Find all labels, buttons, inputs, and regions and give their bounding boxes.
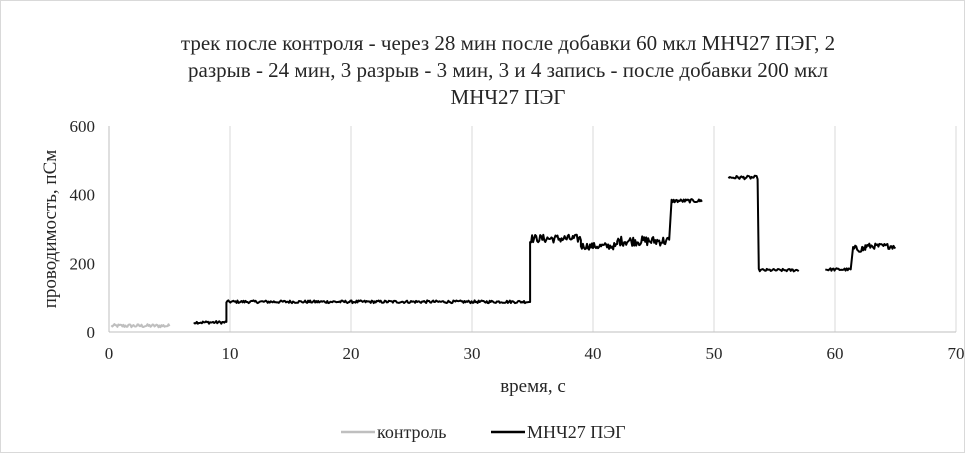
series xyxy=(110,174,897,329)
series-2-trace-2 xyxy=(727,174,800,273)
x-axis-title: время, с xyxy=(500,376,566,397)
x-tick-label-0: 0 xyxy=(105,344,114,363)
series-1-trace-1 xyxy=(110,323,171,329)
legend-item-1: контроль xyxy=(341,422,447,442)
y-tick-label-0: 0 xyxy=(87,323,96,342)
series-1 xyxy=(110,323,171,329)
chart-title-line-3: МНЧ27 ПЭГ xyxy=(451,85,566,109)
chart-title-line-1: трек после контроля - через 28 мин после… xyxy=(181,31,835,55)
legend-item-2: МНЧ27 ПЭГ xyxy=(491,422,626,442)
series-2 xyxy=(193,174,897,325)
legend-label-2: МНЧ27 ПЭГ xyxy=(527,422,626,442)
chart-title: трек после контроля - через 28 мин после… xyxy=(181,31,835,109)
x-tick-label-20: 20 xyxy=(343,344,360,363)
x-tick-label-30: 30 xyxy=(464,344,481,363)
legend-label-1: контроль xyxy=(377,422,447,442)
legend: контроль МНЧ27 ПЭГ xyxy=(341,422,626,442)
x-tick-label-10: 10 xyxy=(222,344,239,363)
chart-title-line-2: разрыв - 24 мин, 3 разрыв - 3 мин, 3 и 4… xyxy=(188,58,828,82)
x-tick-label-50: 50 xyxy=(706,344,723,363)
series-2-trace-3 xyxy=(825,242,897,272)
x-tick-labels: 0 10 20 30 40 50 60 70 xyxy=(105,344,965,363)
grid xyxy=(108,126,957,333)
y-tick-labels: 0 200 400 600 xyxy=(70,117,96,342)
x-tick-label-40: 40 xyxy=(585,344,602,363)
y-tick-label-600: 600 xyxy=(70,117,96,136)
series-2-trace-1 xyxy=(193,198,703,325)
x-tick-label-70: 70 xyxy=(948,344,965,363)
x-tick-label-60: 60 xyxy=(827,344,844,363)
y-axis-title: проводимость, пСм xyxy=(40,150,61,309)
y-tick-label-200: 200 xyxy=(70,254,96,273)
y-tick-label-400: 400 xyxy=(70,186,96,205)
